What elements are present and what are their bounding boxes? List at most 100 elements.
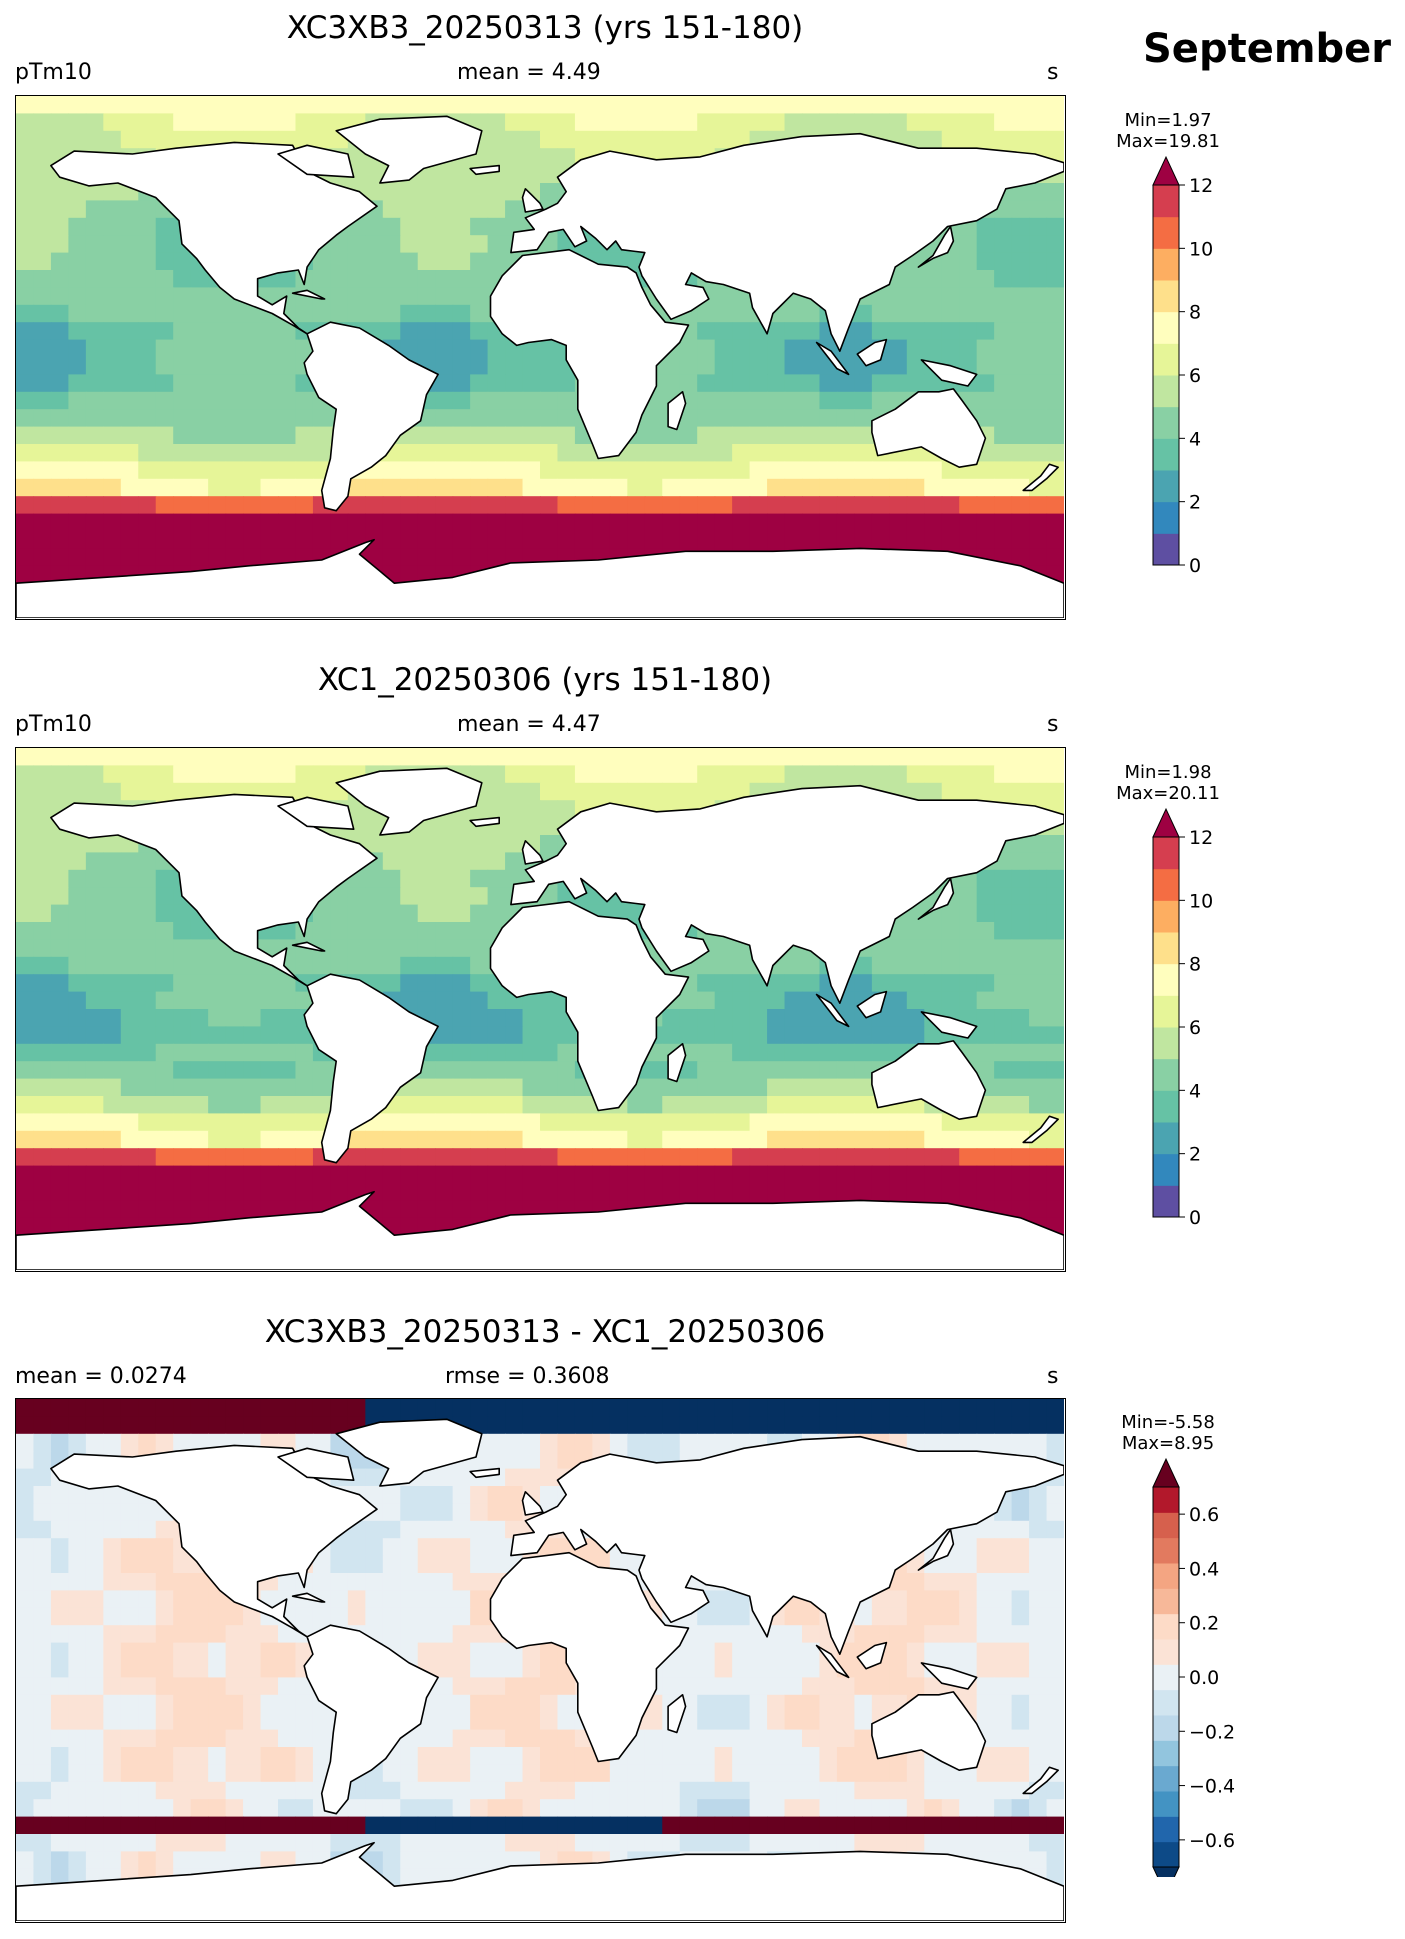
field-cell xyxy=(627,496,646,515)
field-cell xyxy=(994,991,1013,1010)
field-cell xyxy=(714,1747,733,1765)
field-cell xyxy=(138,513,157,532)
field-cell xyxy=(208,1764,227,1783)
field-cell xyxy=(435,1607,454,1626)
field-cell xyxy=(16,444,35,462)
field-cell xyxy=(819,461,838,480)
field-cell xyxy=(749,461,768,480)
field-cell xyxy=(50,835,69,853)
field-cell xyxy=(924,782,943,801)
field-cell xyxy=(749,1061,768,1080)
field-cell xyxy=(487,217,506,236)
field-cell xyxy=(278,1399,297,1417)
field-cell xyxy=(347,96,366,114)
field-cell xyxy=(574,1183,593,1201)
field-cell xyxy=(924,1433,943,1452)
field-cell xyxy=(714,461,733,480)
field-cell xyxy=(871,1113,890,1132)
field-cell xyxy=(679,444,698,462)
field-cell xyxy=(470,357,489,375)
field-cell xyxy=(452,1503,471,1522)
field-cell xyxy=(1046,1712,1064,1731)
field-cell xyxy=(243,444,262,462)
field-cell xyxy=(103,1625,122,1644)
field-cell xyxy=(190,1747,209,1765)
field-cell xyxy=(452,1043,471,1062)
field-cell xyxy=(976,1625,995,1644)
field-cell xyxy=(906,1799,925,1818)
field-cell xyxy=(330,113,349,132)
field-cell xyxy=(16,1538,35,1557)
field-cell xyxy=(836,1399,855,1417)
field-cell xyxy=(557,1113,576,1132)
field-cell xyxy=(749,513,768,532)
field-cell xyxy=(732,339,751,358)
field-cell xyxy=(225,113,244,132)
field-cell xyxy=(784,113,803,132)
field-cell xyxy=(697,1781,716,1800)
field-cell xyxy=(138,1625,157,1644)
field-cell xyxy=(50,765,69,784)
field-cell xyxy=(679,1816,698,1835)
field-cell xyxy=(33,1165,52,1184)
field-cell xyxy=(50,904,69,923)
field-cell xyxy=(243,113,262,132)
field-cell xyxy=(767,1416,786,1435)
field-cell xyxy=(714,991,733,1010)
field-cell xyxy=(33,113,52,132)
field-cell xyxy=(592,531,611,549)
field-cell xyxy=(400,1781,419,1800)
field-cell xyxy=(470,956,489,975)
field-cell xyxy=(260,1130,279,1149)
field-cell xyxy=(941,339,960,358)
field-cell xyxy=(854,391,873,410)
field-cell xyxy=(941,304,960,323)
field-cell xyxy=(330,531,349,549)
field-cell xyxy=(417,1486,436,1504)
field-cell xyxy=(120,1096,139,1114)
field-cell xyxy=(1046,939,1064,958)
field-cell xyxy=(103,1043,122,1062)
field-cell xyxy=(749,478,768,497)
field-cell xyxy=(732,1130,751,1149)
field-cell xyxy=(994,496,1013,515)
field-cell xyxy=(854,513,873,532)
field-cell xyxy=(295,1078,314,1097)
field-cell xyxy=(85,287,104,306)
field-cell xyxy=(382,748,401,766)
field-cell xyxy=(33,817,52,836)
field-cell xyxy=(260,748,279,766)
field-cell xyxy=(50,1712,69,1731)
field-cell xyxy=(190,1607,209,1626)
field-cell xyxy=(854,1816,873,1835)
field-cell xyxy=(190,513,209,532)
field-cell xyxy=(592,513,611,532)
field-cell xyxy=(819,1399,838,1417)
field-cell xyxy=(836,1061,855,1080)
field-cell xyxy=(312,1555,331,1574)
field-cell xyxy=(190,1200,209,1219)
field-cell xyxy=(85,922,104,940)
field-cell xyxy=(33,1747,52,1765)
field-cell xyxy=(959,1625,978,1644)
field-cell xyxy=(16,1625,35,1644)
field-cell xyxy=(976,974,995,993)
field-cell xyxy=(1046,252,1064,271)
field-cell xyxy=(417,1078,436,1097)
field-cell xyxy=(1011,1625,1030,1644)
field-cell xyxy=(994,782,1013,801)
field-cell xyxy=(540,1660,559,1678)
field-cell xyxy=(854,1148,873,1167)
field-cell xyxy=(819,1043,838,1062)
field-cell xyxy=(557,1729,576,1748)
field-cell xyxy=(505,1486,524,1504)
field-cell xyxy=(889,1026,908,1045)
field-cell xyxy=(103,1130,122,1149)
field-cell xyxy=(295,1834,314,1852)
field-cell xyxy=(906,1130,925,1149)
field-cell xyxy=(976,939,995,958)
field-cell xyxy=(435,322,454,341)
field-cell xyxy=(190,304,209,323)
field-cell xyxy=(120,1694,139,1713)
field-cell xyxy=(190,287,209,306)
